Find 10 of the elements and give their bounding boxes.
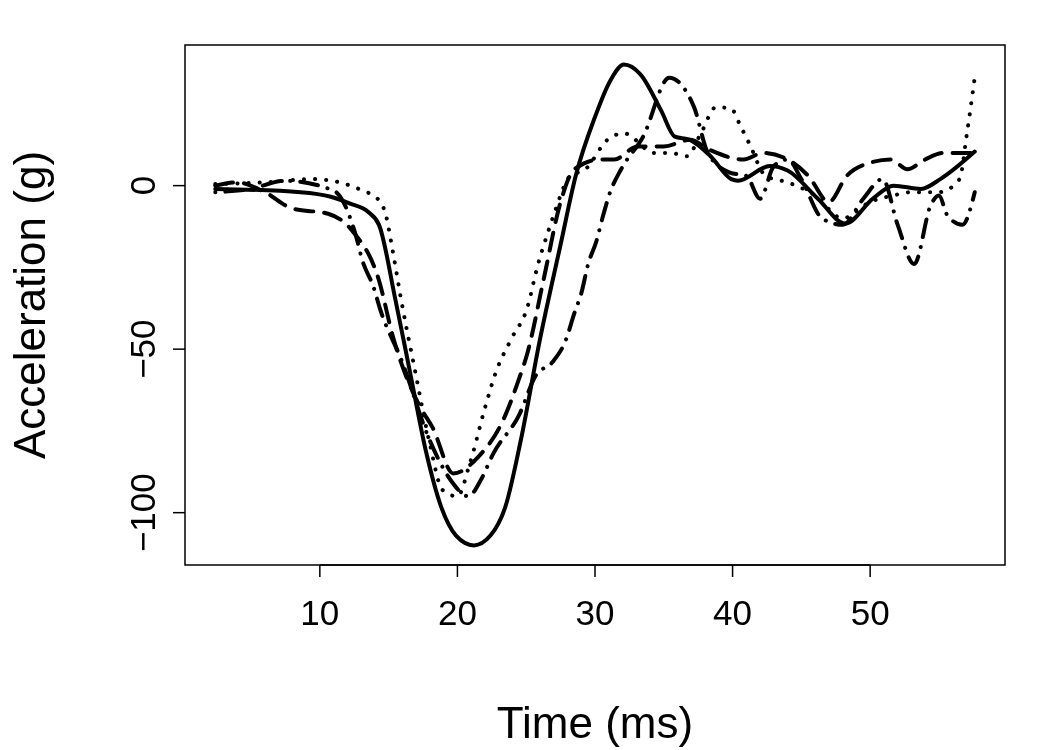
x-axis-title: Time (ms) xyxy=(496,698,694,747)
x-tick-label: 10 xyxy=(300,593,340,632)
y-tick-label: −50 xyxy=(123,319,162,379)
y-axis-title: Acceleration (g) xyxy=(5,150,54,460)
x-tick-label: 20 xyxy=(437,593,477,632)
x-tick-label: 50 xyxy=(850,593,890,632)
x-tick-label: 40 xyxy=(713,593,753,632)
x-tick-label: 30 xyxy=(575,593,615,632)
y-tick-label: −100 xyxy=(123,473,162,553)
y-tick-label: 0 xyxy=(123,175,162,196)
